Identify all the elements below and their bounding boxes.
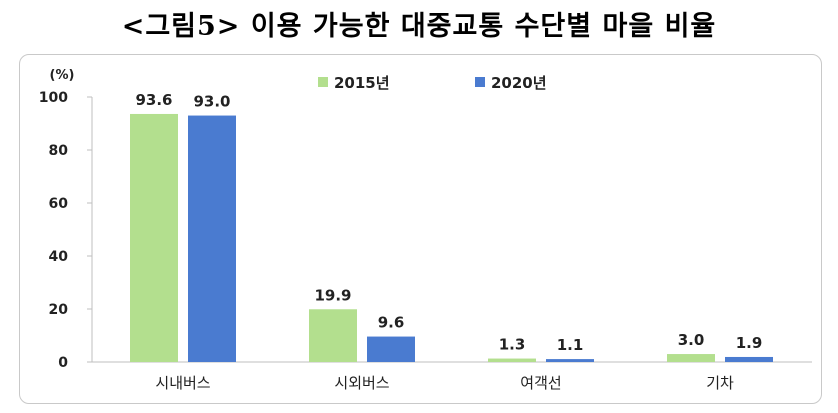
data-label: 3.0 (678, 331, 705, 349)
y-tick-label: 20 (49, 302, 69, 318)
y-tick-label: 80 (49, 143, 69, 159)
legend-swatch-2020 (475, 77, 485, 87)
data-label: 19.9 (314, 286, 351, 304)
x-category-label: 시내버스 (155, 374, 210, 392)
legend-swatch-2015 (318, 77, 328, 87)
y-tick-label: 40 (49, 249, 69, 265)
data-label: 1.1 (557, 336, 584, 354)
x-category-label: 기차 (706, 374, 734, 392)
bar-2020 (546, 359, 594, 362)
bar-2015 (309, 309, 357, 362)
y-unit-label: (%) (50, 68, 75, 83)
data-label: 93.6 (135, 91, 172, 109)
y-tick-label: 0 (58, 355, 68, 371)
data-label: 93.0 (193, 93, 230, 111)
legend-label: 2020년 (491, 74, 547, 92)
data-label: 9.6 (378, 314, 405, 332)
legend-label: 2015년 (334, 74, 390, 92)
bar-2020 (188, 115, 236, 362)
y-tick-label: 60 (49, 196, 69, 212)
bar-2020 (725, 356, 773, 362)
x-category-label: 시외버스 (334, 374, 389, 392)
chart-frame (19, 54, 822, 404)
bar-2020 (367, 336, 415, 362)
chart-title: <그림5> 이용 가능한 대중교통 수단별 마을 비율 (121, 11, 717, 42)
x-category-label: 여객선 (520, 374, 561, 392)
data-label: 1.9 (736, 334, 763, 352)
y-tick-label: 100 (39, 90, 68, 106)
bar-2015 (667, 354, 715, 362)
bar-2015 (488, 358, 536, 362)
bar-2015 (130, 113, 178, 363)
data-label: 1.3 (499, 336, 526, 354)
